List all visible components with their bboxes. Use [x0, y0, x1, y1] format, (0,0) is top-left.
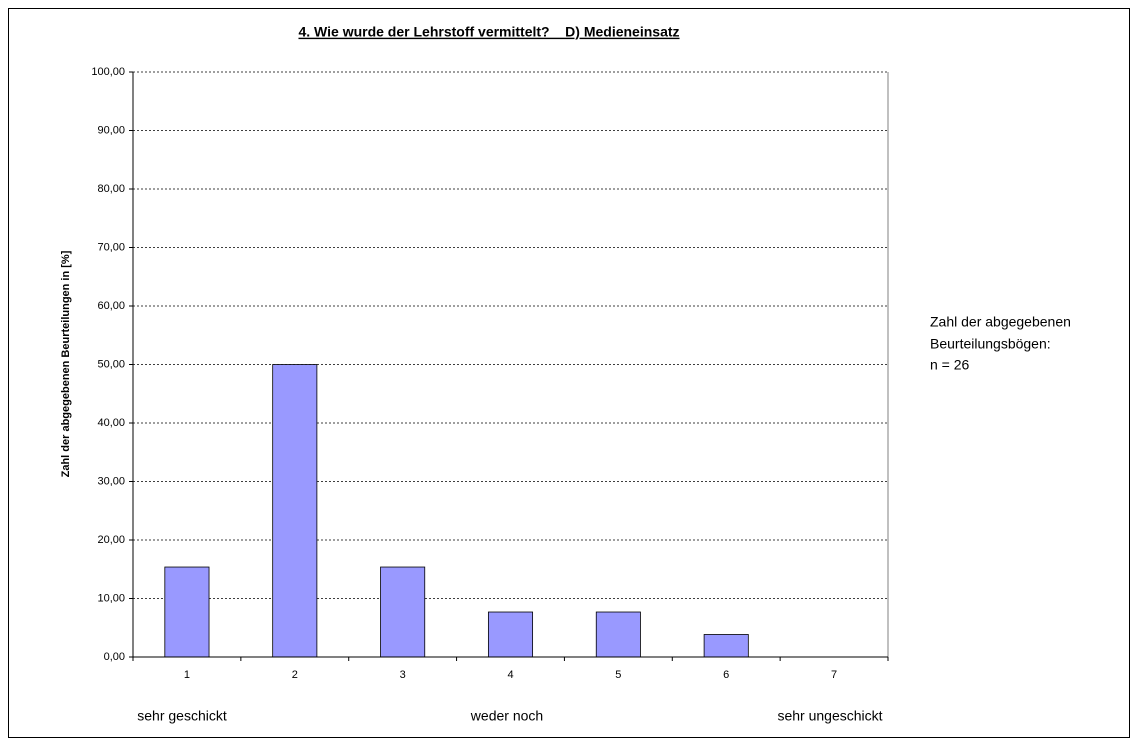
note: Zahl der abgegebenen — [930, 314, 1071, 330]
chart-title: 4. Wie wurde der Lehrstoff vermittelt? D… — [298, 24, 679, 40]
bar — [487, 611, 534, 658]
scale-annotation: weder noch — [470, 708, 543, 724]
note: n = 26 — [930, 357, 970, 373]
y-tick-label: 60,00 — [97, 300, 125, 312]
x-tick-label: 6 — [723, 669, 729, 681]
bar — [272, 364, 318, 658]
x-tick-label: 2 — [292, 669, 298, 681]
y-tick-label: 100,00 — [91, 66, 125, 78]
note: Beurteilungsbögen: — [930, 336, 1051, 352]
y-tick-label: 40,00 — [97, 417, 125, 429]
bar — [164, 566, 210, 658]
y-tick-label: 30,00 — [97, 475, 125, 487]
x-tick-label: 5 — [615, 669, 621, 681]
x-tick-label: 7 — [831, 669, 837, 681]
y-tick-label: 20,00 — [97, 534, 125, 546]
x-tick-label: 4 — [507, 669, 513, 681]
bar — [595, 611, 641, 658]
y-axis-label: Zahl der abgegebenen Beurteilungen in [%… — [60, 250, 72, 477]
scale-annotation: sehr ungeschickt — [777, 708, 882, 724]
y-tick-label: 50,00 — [97, 358, 125, 370]
y-tick-label: 10,00 — [97, 592, 125, 604]
y-tick-label: 0,00 — [104, 651, 125, 663]
bar — [380, 566, 426, 658]
x-tick-label: 3 — [400, 669, 406, 681]
y-tick-label: 70,00 — [97, 241, 125, 253]
scale-annotation: sehr geschickt — [137, 708, 227, 724]
y-tick-label: 90,00 — [97, 124, 125, 136]
y-tick-label: 80,00 — [97, 183, 125, 195]
x-tick-label: 1 — [184, 669, 190, 681]
bar — [703, 634, 749, 658]
